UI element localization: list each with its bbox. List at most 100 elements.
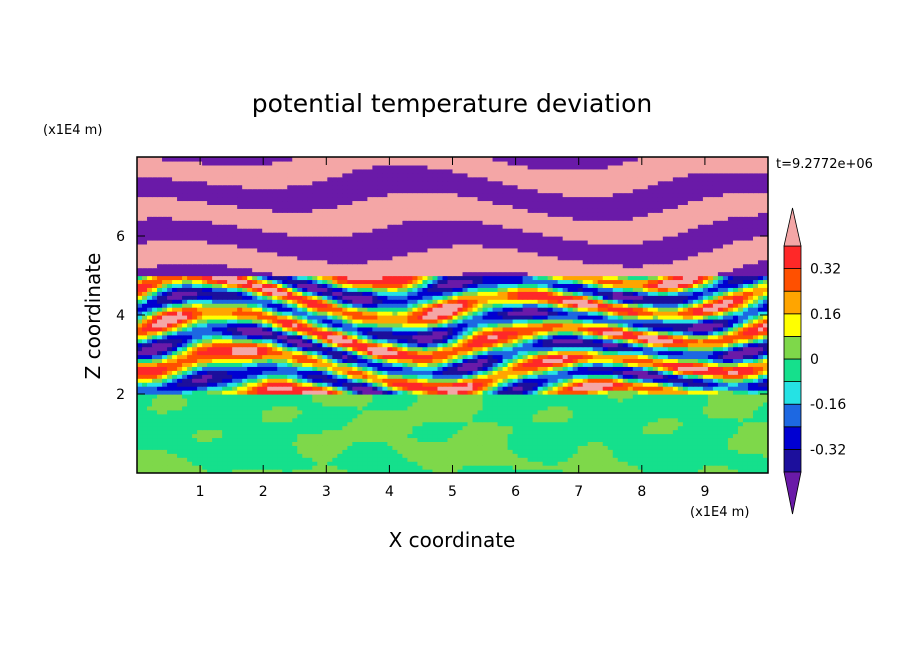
contour-cell [387, 382, 394, 387]
contour-cell [567, 441, 574, 446]
contour-cell [492, 401, 499, 407]
contour-cell [192, 366, 198, 371]
contour-cell [227, 421, 233, 427]
contour-cell [542, 453, 549, 458]
contour-cell [717, 374, 724, 379]
contour-cell [642, 386, 649, 391]
contour-cell [142, 366, 148, 371]
contour-cell [317, 401, 323, 407]
contour-cell [152, 382, 158, 387]
contour-cell [622, 445, 629, 450]
contour-cell [357, 318, 363, 324]
contour-cell [502, 358, 509, 363]
contour-cell [337, 457, 343, 462]
contour-cell [657, 354, 664, 360]
contour-cell [282, 358, 288, 363]
contour-cell [672, 358, 679, 363]
contour-cell [362, 397, 368, 403]
contour-cell [337, 338, 343, 344]
contour-cell [422, 437, 429, 442]
contour-cell [327, 362, 333, 367]
contour-cell [492, 413, 499, 419]
contour-cell [257, 358, 263, 363]
contour-cell [187, 362, 193, 367]
contour-cell [212, 437, 218, 442]
contour-cell [487, 378, 494, 383]
contour-cell [422, 366, 429, 371]
contour-cell [577, 397, 584, 403]
contour-cell [572, 394, 579, 399]
contour-cell [557, 334, 564, 340]
contour-cell [532, 441, 539, 446]
contour-cell [592, 457, 599, 462]
contour-cell [322, 461, 328, 466]
contour-cell [417, 334, 424, 340]
contour-cell [317, 350, 323, 356]
contour-cell [537, 461, 544, 466]
contour-cell [197, 326, 203, 332]
contour-cell [727, 346, 734, 352]
contour-cell [607, 322, 614, 328]
contour-cell [657, 326, 664, 332]
contour-cell [522, 322, 529, 328]
contour-cell [487, 374, 494, 379]
contour-cell [642, 374, 649, 379]
contour-cell [707, 334, 714, 340]
contour-cell [157, 315, 163, 320]
contour-cell [532, 338, 539, 344]
contour-cell [362, 394, 368, 399]
contour-cell [277, 409, 283, 415]
contour-cell [657, 421, 664, 427]
contour-cell [412, 429, 419, 435]
contour-cell [262, 346, 268, 352]
contour-cell [382, 425, 388, 431]
contour-cell [452, 429, 459, 435]
contour-cell [487, 366, 494, 371]
contour-cell [332, 409, 338, 415]
contour-cell [627, 394, 634, 399]
contour-cell [357, 445, 363, 450]
contour-cell [277, 374, 283, 379]
contour-cell [587, 449, 594, 454]
contour-cell [212, 457, 218, 462]
contour-cell [407, 401, 414, 407]
contour-cell [477, 425, 484, 431]
contour-cell [192, 441, 198, 446]
contour-cell [282, 374, 288, 379]
contour-cell [232, 382, 238, 387]
contour-cell [462, 437, 469, 442]
contour-cell [442, 346, 449, 352]
contour-cell [557, 366, 564, 371]
contour-cell [287, 315, 293, 320]
contour-cell [722, 417, 729, 423]
contour-cell [702, 370, 709, 375]
contour-cell [537, 417, 544, 423]
contour-cell [527, 370, 534, 375]
contour-cell [747, 453, 754, 458]
contour-cell [167, 437, 173, 442]
contour-cell [412, 445, 419, 450]
contour-cell [217, 433, 223, 439]
contour-cell [257, 397, 263, 403]
contour-cell [642, 334, 649, 340]
contour-cell [492, 338, 499, 344]
contour-cell [467, 457, 474, 462]
contour-cell [497, 429, 504, 435]
contour-cell [487, 318, 494, 324]
contour-cell [157, 354, 163, 360]
contour-cell [517, 322, 524, 328]
contour-cell [222, 362, 228, 367]
contour-cell [262, 370, 268, 375]
contour-cell [147, 374, 153, 379]
contour-cell [292, 350, 298, 356]
contour-cell [452, 413, 459, 419]
contour-cell [492, 342, 499, 348]
contour-cell [512, 441, 519, 446]
contour-cell [402, 315, 409, 320]
contour-cell [592, 378, 599, 383]
contour-cell [297, 322, 303, 328]
contour-cell [332, 338, 338, 344]
contour-cell [387, 326, 394, 332]
contour-cell [447, 338, 454, 344]
contour-cell [587, 354, 594, 360]
